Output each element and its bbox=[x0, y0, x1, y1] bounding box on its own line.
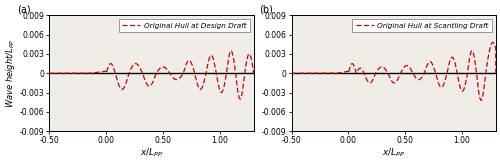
Original Hull at Design Draft bbox=[237, 98, 243, 100]
Text: (b): (b) bbox=[259, 4, 272, 14]
Original Hull at Scantling Draft bbox=[288, 72, 294, 74]
Y-axis label: Wave height/$L_{PP}$: Wave height/$L_{PP}$ bbox=[4, 38, 17, 108]
Original Hull at Design Draft bbox=[70, 72, 75, 74]
Original Hull at Scantling Draft bbox=[493, 72, 499, 74]
Line: Original Hull at Scantling Draft: Original Hull at Scantling Draft bbox=[292, 42, 496, 100]
Original Hull at Scantling Draft bbox=[324, 72, 330, 74]
Line: Original Hull at Design Draft: Original Hull at Design Draft bbox=[50, 51, 254, 99]
Original Hull at Scantling Draft bbox=[478, 99, 484, 101]
Original Hull at Design Draft bbox=[134, 63, 140, 65]
Text: (a): (a) bbox=[16, 4, 30, 14]
Original Hull at Scantling Draft bbox=[312, 72, 318, 74]
Original Hull at Design Draft bbox=[125, 76, 131, 78]
Legend: Original Hull at Scantling Draft: Original Hull at Scantling Draft bbox=[352, 19, 492, 32]
Legend: Original Hull at Design Draft: Original Hull at Design Draft bbox=[118, 19, 250, 32]
Original Hull at Design Draft bbox=[247, 53, 253, 55]
Original Hull at Scantling Draft bbox=[490, 41, 496, 43]
X-axis label: $x/L_{PP}$: $x/L_{PP}$ bbox=[140, 146, 163, 159]
Original Hull at Scantling Draft bbox=[467, 56, 473, 58]
Original Hull at Scantling Draft bbox=[376, 68, 382, 70]
Original Hull at Design Draft bbox=[228, 50, 234, 52]
Original Hull at Scantling Draft bbox=[367, 82, 373, 84]
Original Hull at Design Draft bbox=[250, 72, 256, 74]
Original Hull at Scantling Draft bbox=[489, 42, 495, 44]
Original Hull at Design Draft bbox=[82, 72, 88, 74]
Original Hull at Design Draft bbox=[224, 63, 230, 65]
Original Hull at Design Draft bbox=[46, 72, 52, 74]
X-axis label: $x/L_{PP}$: $x/L_{PP}$ bbox=[382, 146, 406, 159]
